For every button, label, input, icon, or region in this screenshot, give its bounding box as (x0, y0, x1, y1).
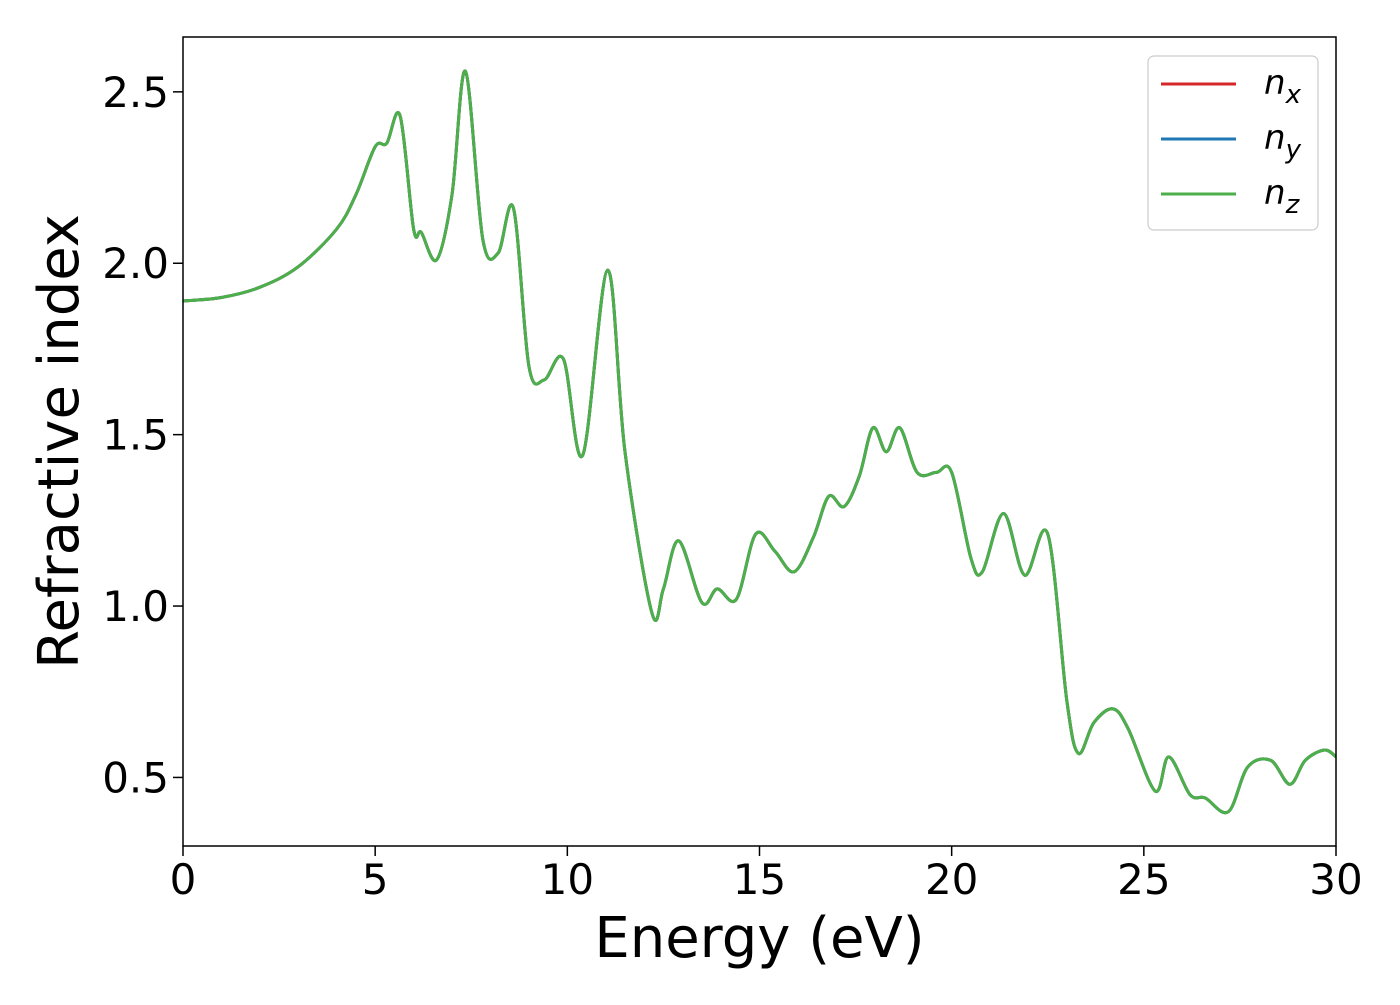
x-tick-label: 5 (362, 855, 389, 904)
legend-label-y: ny (1264, 118, 1302, 165)
x-tick-label: 20 (925, 855, 978, 904)
y-tick-label: 0.5 (102, 753, 169, 802)
x-tick-label: 25 (1117, 855, 1170, 904)
y-tick-label: 2.5 (102, 68, 169, 117)
legend-label-x: nx (1264, 63, 1302, 110)
y-tick-label: 1.5 (102, 411, 169, 460)
x-tick-label: 15 (733, 855, 786, 904)
series-line-nz (183, 69, 1336, 815)
y-axis-ticks: 0.5 1.0 1.5 2.0 2.5 (102, 68, 183, 802)
x-axis-label: Energy (eV) (594, 906, 924, 971)
y-tick-label: 1.0 (102, 582, 169, 631)
x-tick-label: 30 (1309, 855, 1362, 904)
y-axis-label: Refractive index (27, 214, 92, 669)
series-layer (183, 69, 1336, 815)
x-tick-label: 0 (170, 855, 197, 904)
y-tick-label: 2.0 (102, 239, 169, 288)
x-tick-label: 10 (541, 855, 594, 904)
x-axis-ticks: 0 5 10 15 20 25 30 (170, 846, 1363, 904)
legend-box (1147, 55, 1319, 231)
